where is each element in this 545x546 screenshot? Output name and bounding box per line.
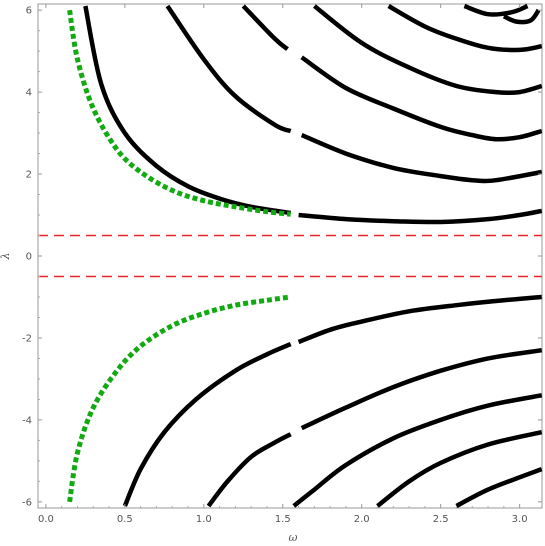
upper-curve-8 <box>463 3 529 17</box>
y-axis-label: λ <box>0 253 12 261</box>
x-axis-label: ω <box>289 531 298 544</box>
dashed-lines <box>38 234 542 278</box>
y-tick-label: 0 <box>26 252 32 263</box>
upper-curve-5 <box>300 55 543 142</box>
upper-curve-6 <box>312 4 543 96</box>
y-tick-label: -2 <box>22 333 32 344</box>
lower-curve-2 <box>206 432 292 508</box>
upper-curve-3 <box>300 133 543 184</box>
y-tick-label: -4 <box>22 415 32 426</box>
x-tick-label: 0.0 <box>38 514 54 525</box>
lower-curve-1 <box>297 294 542 345</box>
y-tick-label: 6 <box>26 6 32 17</box>
axis-ticks: 0.0 0.5 1.0 1.5 2.0 2.5 3.0 -6 -4 -2 0 2 4 6 <box>22 4 542 525</box>
dotted-curves <box>67 9 292 503</box>
y-tick-label: 4 <box>26 88 32 99</box>
x-tick-label: 2.5 <box>433 514 449 525</box>
lower-curve-4 <box>292 393 543 508</box>
upper-curve-7 <box>387 4 543 53</box>
x-tick-label: 1.5 <box>275 514 291 525</box>
upper-curve-9 <box>502 8 541 25</box>
y-tick-label: 2 <box>26 170 32 181</box>
y-tick-label: -6 <box>22 497 32 508</box>
x-tick-label: 2.0 <box>354 514 370 525</box>
x-tick-label: 0.5 <box>117 514 133 525</box>
upper-curve-1 <box>298 208 543 225</box>
plot-frame <box>37 3 543 509</box>
lower-curve-5 <box>376 430 543 508</box>
lower-curve-0 <box>122 342 292 507</box>
upper-curve-0 <box>83 5 292 216</box>
lower-curve-6 <box>455 466 543 508</box>
upper-curve-2 <box>165 4 292 134</box>
contour-curves <box>83 3 543 508</box>
x-tick-label: 1.0 <box>196 514 212 525</box>
dotted-curve-0 <box>67 9 291 217</box>
lower-curve-3 <box>300 347 543 431</box>
upper-curve-4 <box>241 4 289 51</box>
x-tick-label: 3.0 <box>512 514 528 525</box>
dotted-curve-1 <box>67 294 292 503</box>
